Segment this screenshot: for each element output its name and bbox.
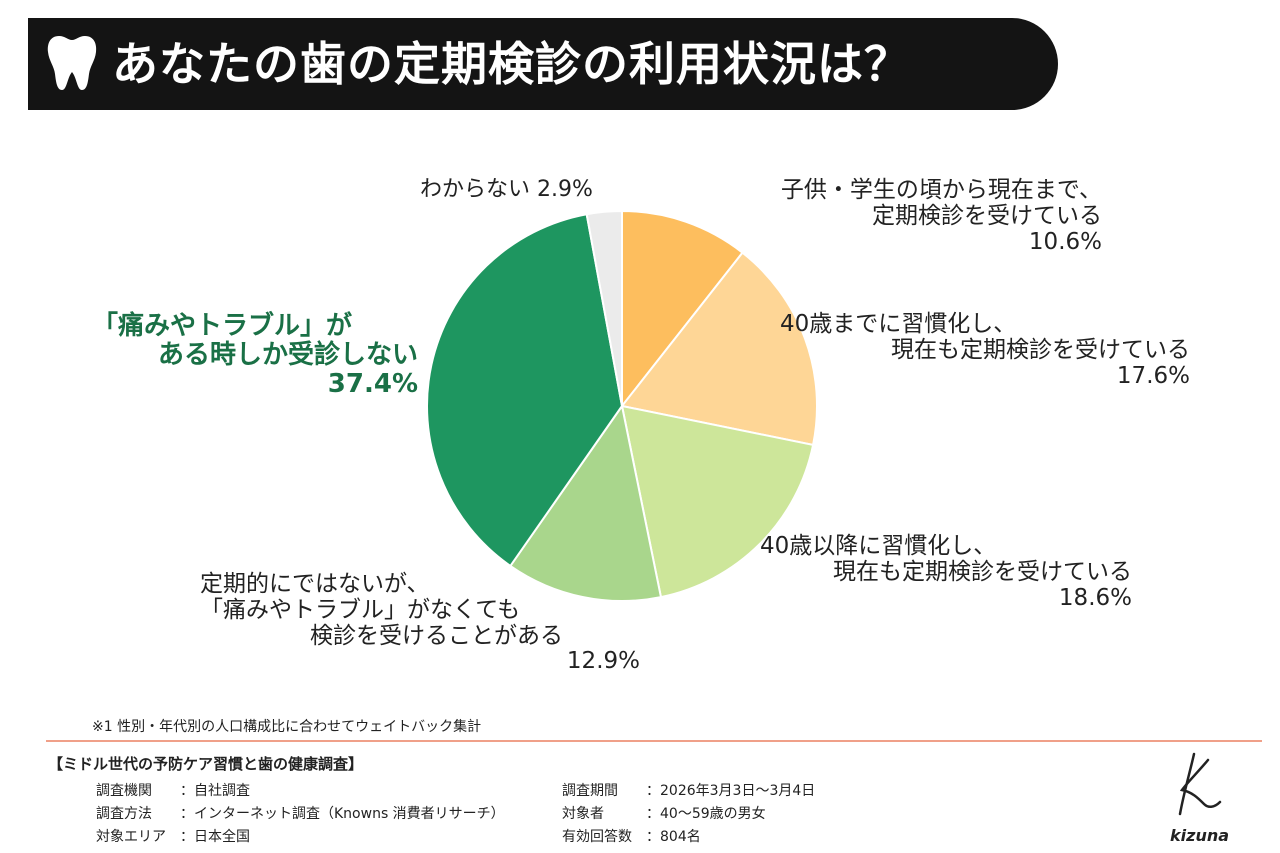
survey-title: 【ミドル世代の予防ケア習慣と歯の健康調査】 — [48, 755, 364, 773]
pie-slice-0 — [621, 209, 744, 409]
brand-logo: kizuna — [1170, 826, 1230, 845]
title-banner — [28, 18, 1058, 110]
info-value: ：804名 — [646, 829, 701, 845]
info-key: 調査期間 — [562, 783, 618, 799]
info-value: ：インターネット調査（Knowns 消費者リサーチ） — [180, 806, 505, 822]
slice-label-line: 40歳までに習慣化し、 — [780, 311, 1017, 337]
survey-info-organization: 調査機関 ：自社調査 — [96, 780, 250, 800]
slice-label-value: 10.6% — [1028, 228, 1102, 255]
survey-info-period: 調査期間 ：2026年3月3日～3月4日 — [562, 780, 815, 800]
divider — [46, 740, 1262, 742]
slice-label-before40: 40歳までに習慣化し、 現在も定期検診を受けている 17.6% — [780, 311, 1190, 389]
info-value: ：40～59歳の男女 — [646, 806, 766, 822]
slice-label-value: 17.6% — [1116, 362, 1190, 389]
pie-slice-4 — [426, 213, 624, 568]
survey-info-method: 調査方法 ：インターネット調査（Knowns 消費者リサーチ） — [96, 803, 505, 823]
slice-label-after40: 40歳以降に習慣化し、 現在も定期検診を受けている 18.6% — [760, 533, 1132, 611]
slice-label-line: ある時しか受診しない — [157, 340, 418, 371]
slice-label-line: 定期的にではないが、 — [200, 571, 430, 597]
slice-label-line: 検診を受けることがある — [310, 622, 563, 649]
pie-slice-3 — [508, 403, 663, 602]
slice-label-only-when-pain: 「痛みやトラブル」が ある時しか受診しない 37.4% — [60, 311, 418, 400]
info-key: 調査方法 — [96, 806, 152, 822]
tooth-icon — [47, 36, 97, 90]
slice-label-value: 37.4% — [327, 369, 418, 400]
info-key: 有効回答数 — [562, 829, 632, 845]
slice-label-line: 現在も定期検診を受けている — [833, 558, 1132, 585]
slice-label-line: 「痛みやトラブル」がなくても — [200, 596, 521, 623]
info-value: ：日本全国 — [180, 829, 250, 845]
pie-chart — [426, 209, 818, 602]
slice-label-irregular: 定期的にではないが、 「痛みやトラブル」がなくても 検診を受けることがある 12… — [160, 571, 640, 675]
pie-slice-2 — [620, 404, 815, 599]
pie-slice-1 — [620, 251, 818, 447]
slice-label-line: 現在も定期検診を受けている — [891, 336, 1190, 363]
slice-label-value: 12.9% — [566, 648, 640, 675]
slice-label-childhood: 子供・学生の頃から現在まで、 定期検診を受けている 10.6% — [640, 177, 1102, 255]
survey-info-target: 対象者 ：40～59歳の男女 — [562, 803, 766, 823]
info-value: ：2026年3月3日～3月4日 — [646, 783, 816, 799]
pie-slice-5 — [585, 209, 623, 407]
info-key: 対象者 — [562, 806, 604, 822]
slice-label-line: わからない 2.9% — [420, 177, 593, 202]
survey-info-area: 対象エリア ：日本全国 — [96, 826, 250, 846]
info-key: 調査機関 — [96, 783, 152, 799]
slice-label-line: 「痛みやトラブル」が — [92, 311, 353, 341]
slice-label-unknown: わからない 2.9% — [420, 177, 593, 203]
kizuna-logo-icon — [1178, 752, 1222, 816]
slice-label-line: 子供・学生の頃から現在まで、 — [780, 177, 1102, 203]
slice-label-line: 40歳以降に習慣化し、 — [760, 533, 997, 559]
footnote: ※1 性別・年代別の人口構成比に合わせてウェイトバック集計 — [92, 719, 482, 735]
slice-label-value: 18.6% — [1058, 584, 1132, 611]
survey-info-responses: 有効回答数 ：804名 — [562, 826, 701, 846]
info-value: ：自社調査 — [180, 783, 250, 799]
info-key: 対象エリア — [96, 829, 166, 845]
slice-label-line: 定期検診を受けている — [872, 202, 1102, 229]
page-title: あなたの歯の定期検診の利用状況は？ — [112, 37, 911, 91]
